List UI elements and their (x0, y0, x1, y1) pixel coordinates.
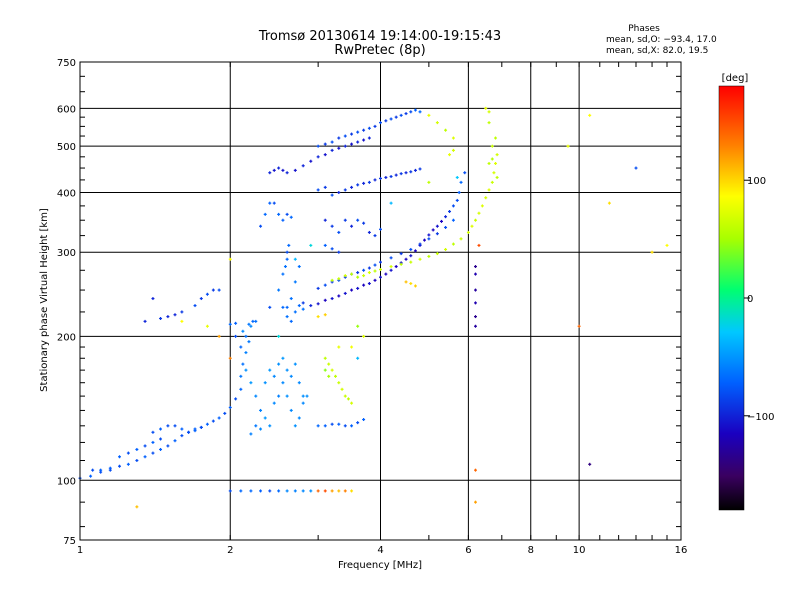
stats-heading: Phases (628, 24, 660, 34)
y-tick-label: 500 (57, 142, 76, 153)
axis-ticks: 1 2 4 6 8 10 16 75 100 200 300 400 500 600 750 (57, 58, 687, 556)
colorbar-gradient (718, 85, 745, 511)
y-axis-label: Stationary phase Virtual Height [km] (39, 208, 50, 392)
scatter-points (78, 106, 669, 509)
colorbar-tick-label: 100 (747, 176, 766, 187)
colorbar-unit-label: [deg] (722, 73, 749, 84)
y-tick-label: 100 (57, 476, 76, 487)
y-tick-label: 75 (63, 536, 76, 547)
x-axis-label: Frequency [MHz] (338, 560, 422, 571)
colorbar-ticks: 100 0 −100 (744, 176, 774, 423)
y-tick-label: 750 (57, 58, 76, 69)
chart-subtitle: RwPretec (8p) (334, 43, 425, 58)
y-tick-label: 200 (57, 332, 76, 343)
y-tick-label: 400 (57, 188, 76, 199)
x-tick-label: 10 (573, 545, 586, 556)
colorbar: [deg] 100 0 −100 (718, 73, 774, 511)
x-tick-label: 4 (377, 545, 383, 556)
stats-o-line: mean, sd,O: −93.4, 17.0 (606, 35, 717, 45)
x-tick-label: 2 (227, 545, 233, 556)
x-tick-label: 16 (675, 545, 688, 556)
stats-x-line: mean, sd,X: 82.0, 19.5 (606, 46, 708, 56)
x-tick-label: 8 (528, 545, 534, 556)
colorbar-tick-label: −100 (747, 412, 774, 423)
x-tick-label: 1 (77, 545, 83, 556)
grid-lines (80, 62, 681, 540)
y-tick-label: 600 (57, 104, 76, 115)
colorbar-tick-label: 0 (747, 294, 753, 305)
chart-title: Tromsø 20130614 19:14:00-19:15:43 (258, 29, 501, 44)
x-tick-label: 6 (465, 545, 471, 556)
y-tick-label: 300 (57, 248, 76, 259)
